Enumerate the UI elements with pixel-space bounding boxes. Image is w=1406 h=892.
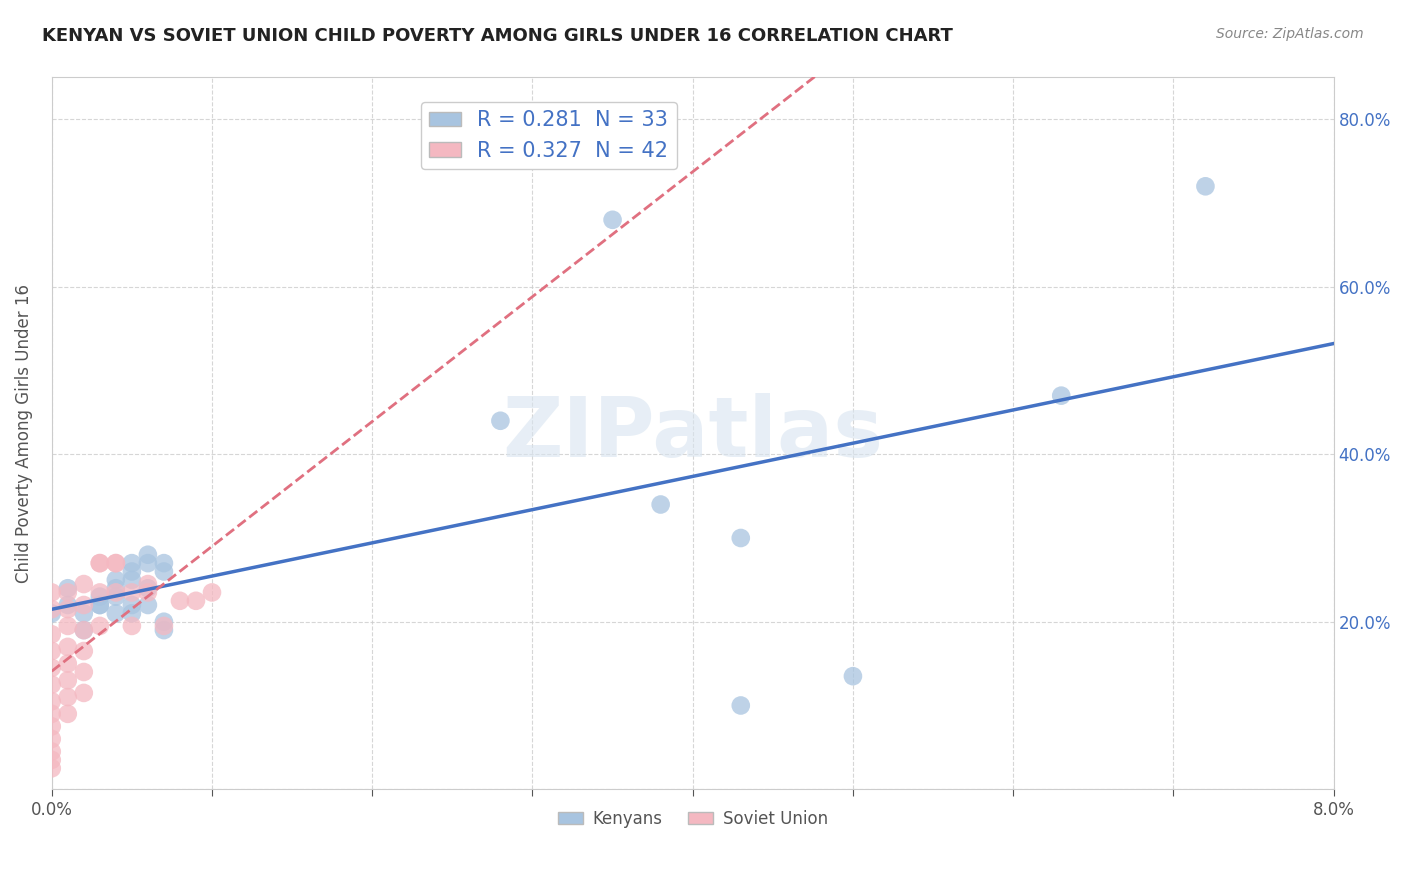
Point [121,565,143,579]
Point [153,615,176,629]
Point [121,598,143,612]
Point [153,556,176,570]
Point [56,706,79,721]
Point [1194,179,1216,194]
Point [73,623,96,637]
Point [104,590,127,604]
Point [73,686,96,700]
Point [169,594,191,608]
Point [41,644,63,658]
Point [41,585,63,599]
Point [56,619,79,633]
Point [121,619,143,633]
Point [489,414,512,428]
Point [73,665,96,679]
Point [73,607,96,621]
Point [41,694,63,708]
Point [89,619,111,633]
Point [842,669,865,683]
Point [41,761,63,775]
Point [73,598,96,612]
Text: Source: ZipAtlas.com: Source: ZipAtlas.com [1216,27,1364,41]
Point [41,731,63,746]
Point [56,598,79,612]
Point [184,594,207,608]
Point [104,556,127,570]
Point [73,644,96,658]
Point [602,212,624,227]
Point [56,690,79,705]
Point [89,598,111,612]
Point [1050,389,1073,403]
Point [56,673,79,688]
Point [730,698,752,713]
Point [136,577,159,591]
Point [41,745,63,759]
Point [41,602,63,616]
Point [136,598,159,612]
Point [121,573,143,587]
Point [41,627,63,641]
Point [153,619,176,633]
Point [41,706,63,721]
Point [41,753,63,767]
Point [89,585,111,599]
Point [121,607,143,621]
Point [56,581,79,595]
Point [153,623,176,637]
Point [56,585,79,599]
Point [104,581,127,595]
Point [41,661,63,675]
Point [136,556,159,570]
Point [201,585,224,599]
Point [73,623,96,637]
Point [89,556,111,570]
Point [56,657,79,671]
Point [136,581,159,595]
Point [56,602,79,616]
Point [73,577,96,591]
Point [153,565,176,579]
Point [136,548,159,562]
Point [104,556,127,570]
Point [41,677,63,691]
Text: KENYAN VS SOVIET UNION CHILD POVERTY AMONG GIRLS UNDER 16 CORRELATION CHART: KENYAN VS SOVIET UNION CHILD POVERTY AMO… [42,27,953,45]
Y-axis label: Child Poverty Among Girls Under 16: Child Poverty Among Girls Under 16 [15,284,32,582]
Point [121,585,143,599]
Point [104,573,127,587]
Point [41,607,63,621]
Point [89,598,111,612]
Text: ZIPatlas: ZIPatlas [502,392,883,474]
Legend: Kenyans, Soviet Union: Kenyans, Soviet Union [551,803,834,834]
Point [89,556,111,570]
Point [104,585,127,599]
Point [41,719,63,733]
Point [136,585,159,599]
Point [730,531,752,545]
Point [89,590,111,604]
Point [104,607,127,621]
Point [56,640,79,654]
Point [121,556,143,570]
Point [650,498,672,512]
